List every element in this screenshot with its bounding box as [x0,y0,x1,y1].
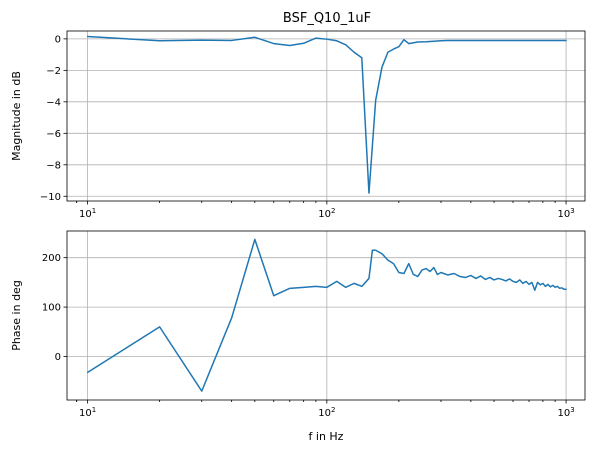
x-tick-base: 10 [318,408,331,419]
x-tick-base: 10 [557,408,570,419]
axes-frame [66,30,586,202]
x-tick-exponent: 3 [570,406,574,414]
y-tick-label: −10 [40,192,61,203]
axes-frame [66,230,586,401]
y-tick-label: −4 [46,97,61,108]
y-axis-label: Magnitude in dB [10,71,23,161]
x-tick-base: 10 [557,209,570,220]
x-tick-base: 10 [79,209,92,220]
x-tick-exponent: 2 [331,207,335,215]
x-tick-exponent: 2 [331,406,335,414]
x-tick-base: 10 [318,209,331,220]
x-tick-label: 103 [557,406,574,419]
x-tick-exponent: 1 [92,207,96,215]
y-tick-label: 200 [42,253,61,264]
series-line [86,35,567,194]
x-tick-exponent: 1 [92,406,96,414]
x-tick-label: 101 [79,406,96,419]
y-tick-label: 0 [55,34,61,45]
y-tick-label: −2 [46,66,61,77]
x-tick-label: 103 [557,207,574,220]
x-axis-label: f in Hz [309,430,344,443]
x-tick-label: 102 [318,406,335,419]
chart-title: BSF_Q10_1uF [283,11,371,26]
x-tick-label: 101 [79,207,96,220]
y-tick-label: −8 [46,160,61,171]
y-tick-label: 0 [55,352,61,363]
y-tick-label: 100 [42,303,61,314]
y-tick-label: −6 [46,129,61,140]
y-axis-label: Phase in deg [10,280,23,351]
x-tick-exponent: 3 [570,207,574,215]
series-line [86,238,567,392]
x-tick-base: 10 [79,408,92,419]
x-tick-label: 102 [318,207,335,220]
